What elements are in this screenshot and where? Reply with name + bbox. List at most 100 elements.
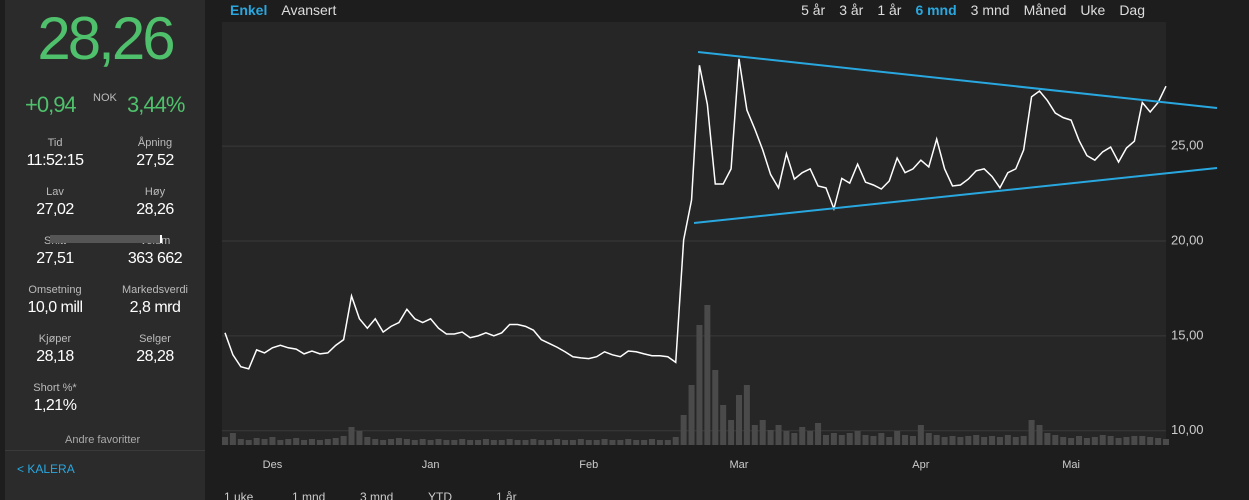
x-tick-label: Jan [422,459,440,471]
view-tab[interactable]: Avansert [281,2,337,18]
volume-bar [688,385,695,445]
favorites: Andre favoritter [65,434,141,446]
volume-bar [751,425,758,445]
stat-label: Høy [144,186,166,198]
volume-bar [277,440,284,445]
volume-bar [735,395,742,445]
period-tab[interactable]: 3 mnd [360,490,393,500]
range-tab[interactable]: 6 mnd [915,2,957,18]
volume-bar [229,433,236,445]
volume-bar [245,440,252,445]
volume-bar [459,439,466,445]
volume-bar [451,440,458,445]
view-tab[interactable]: Enkel [230,2,268,18]
volume-bar [427,440,434,445]
volume-bar [957,437,964,445]
volume-bar [593,440,600,445]
volume-bar [269,437,276,445]
back-text[interactable]: KALERA [27,462,75,476]
volume-bar [419,439,426,445]
period-tab[interactable]: 1 år [496,490,517,500]
volume-bar [1036,425,1043,445]
x-tick-label: Apr [912,459,929,471]
stat: Lav 27,02 [5,186,105,225]
stat-value: 28,26 [136,201,174,218]
stat-label: Omsetning [28,284,82,296]
volume-bar [562,440,569,445]
volume-bar [894,431,901,445]
price: 28,26 [37,5,175,72]
volume-bar [514,440,521,445]
volume-bar [1060,437,1067,445]
x-tick-label: Feb [579,459,598,471]
volume-bar [933,435,940,445]
volume-bar [490,440,497,445]
volume-bar [1020,436,1027,445]
range-tab[interactable]: Uke [1080,2,1106,18]
period-tab[interactable]: YTD [428,490,452,500]
volume-bar [388,439,395,445]
range-tab[interactable]: Dag [1119,2,1145,18]
volume-bar [577,439,584,445]
volume-bar [285,439,292,445]
volume-bar [1099,435,1106,445]
volume-bar [435,439,442,445]
volume-bar [538,440,545,445]
back-link[interactable]: < KALERA [17,462,75,476]
volume-bar [482,439,489,445]
volume-bar [720,405,727,445]
stat: Markedsverdi 2,8 mrd [105,284,205,323]
volume-bar [1028,420,1035,445]
range-tab[interactable]: 3 år [839,2,864,18]
volume-bar [467,440,474,445]
volume-bar [672,437,679,445]
volume-bar [909,436,916,445]
volume-bar [585,440,592,445]
volume-bar [696,325,703,445]
volume-bar [641,440,648,445]
range-tab[interactable]: Måned [1023,2,1067,18]
volume-bar [1004,435,1011,445]
volume-bar [1068,438,1075,445]
stat-value: 11:52:15 [26,152,84,169]
volume-bar [965,436,972,445]
volume-bar [522,440,529,445]
volume-bar [886,437,893,445]
volume-bar [237,439,244,445]
volume-bar [680,415,687,445]
range-tab[interactable]: 3 mnd [970,2,1010,18]
range-tab[interactable]: 1 år [877,2,902,18]
period-tab[interactable]: 1 uke [224,490,254,500]
volume-bar [380,440,387,445]
x-tick-label: Mai [1062,459,1080,471]
price-line [224,58,1167,370]
volume-bar [554,439,561,445]
volume-bar [1012,437,1019,445]
stat: Tid 11:52:15 [5,137,105,176]
volume-bar [1052,435,1059,445]
volume-bar [664,440,671,445]
volume-bar [1163,439,1169,445]
stat-label: Tid [47,137,63,149]
stat-label: Lav [46,186,64,198]
stat-label: Selger [139,333,171,345]
stat-value: 27,51 [36,250,74,267]
period-tab[interactable]: 1 mnd [292,490,325,500]
volume-bar [791,433,798,445]
volume-bar [498,440,505,445]
volume-bar [1107,436,1114,445]
stat: Åpning 27,52 [105,137,205,176]
volume-bar [996,437,1003,445]
range-tab[interactable]: 5 år [801,2,826,18]
volume-bar [348,427,355,445]
volume-bar [815,423,822,445]
stat: Høy 28,26 [105,186,205,225]
volume-bar [222,437,228,445]
y-tick-label: 10,00 [1171,422,1204,437]
volume-bar [989,436,996,445]
volume-bar [261,439,268,445]
volume-bar [759,420,766,445]
volume-bar [925,433,932,445]
change-pct: 3,44% [127,92,185,117]
volume-bar [633,440,640,445]
